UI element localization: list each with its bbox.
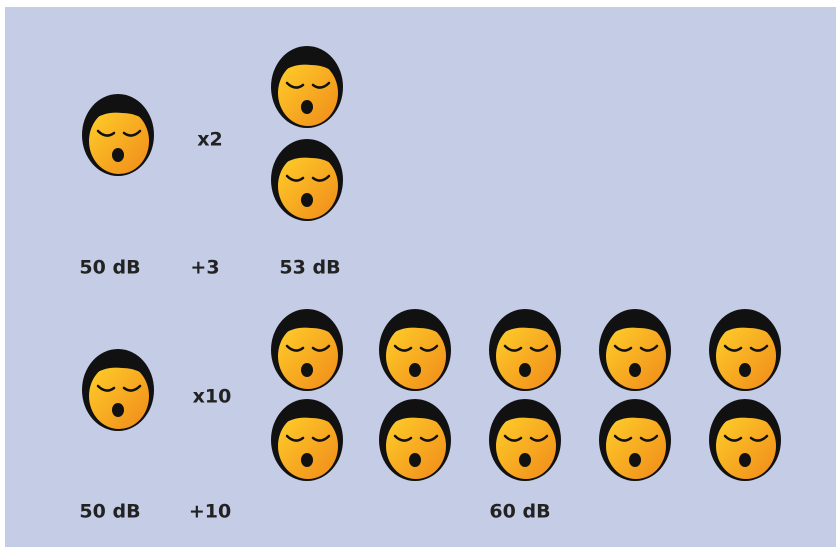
face [80,92,156,178]
result-level: 60 dB [489,501,550,523]
face [269,44,345,130]
face [487,397,563,483]
increase: +10 [189,501,231,523]
face [269,397,345,483]
base-level: 50 dB [79,257,140,279]
base-level: 50 dB [79,501,140,523]
face [269,137,345,223]
factor: x10 [193,386,232,408]
increase: +3 [190,257,219,279]
result-level: 53 dB [279,257,340,279]
face [707,397,783,483]
face [487,307,563,393]
face [269,307,345,393]
face [597,307,673,393]
face [377,397,453,483]
face [377,307,453,393]
face [597,397,673,483]
face [707,307,783,393]
face [80,347,156,433]
factor: x2 [197,129,222,151]
